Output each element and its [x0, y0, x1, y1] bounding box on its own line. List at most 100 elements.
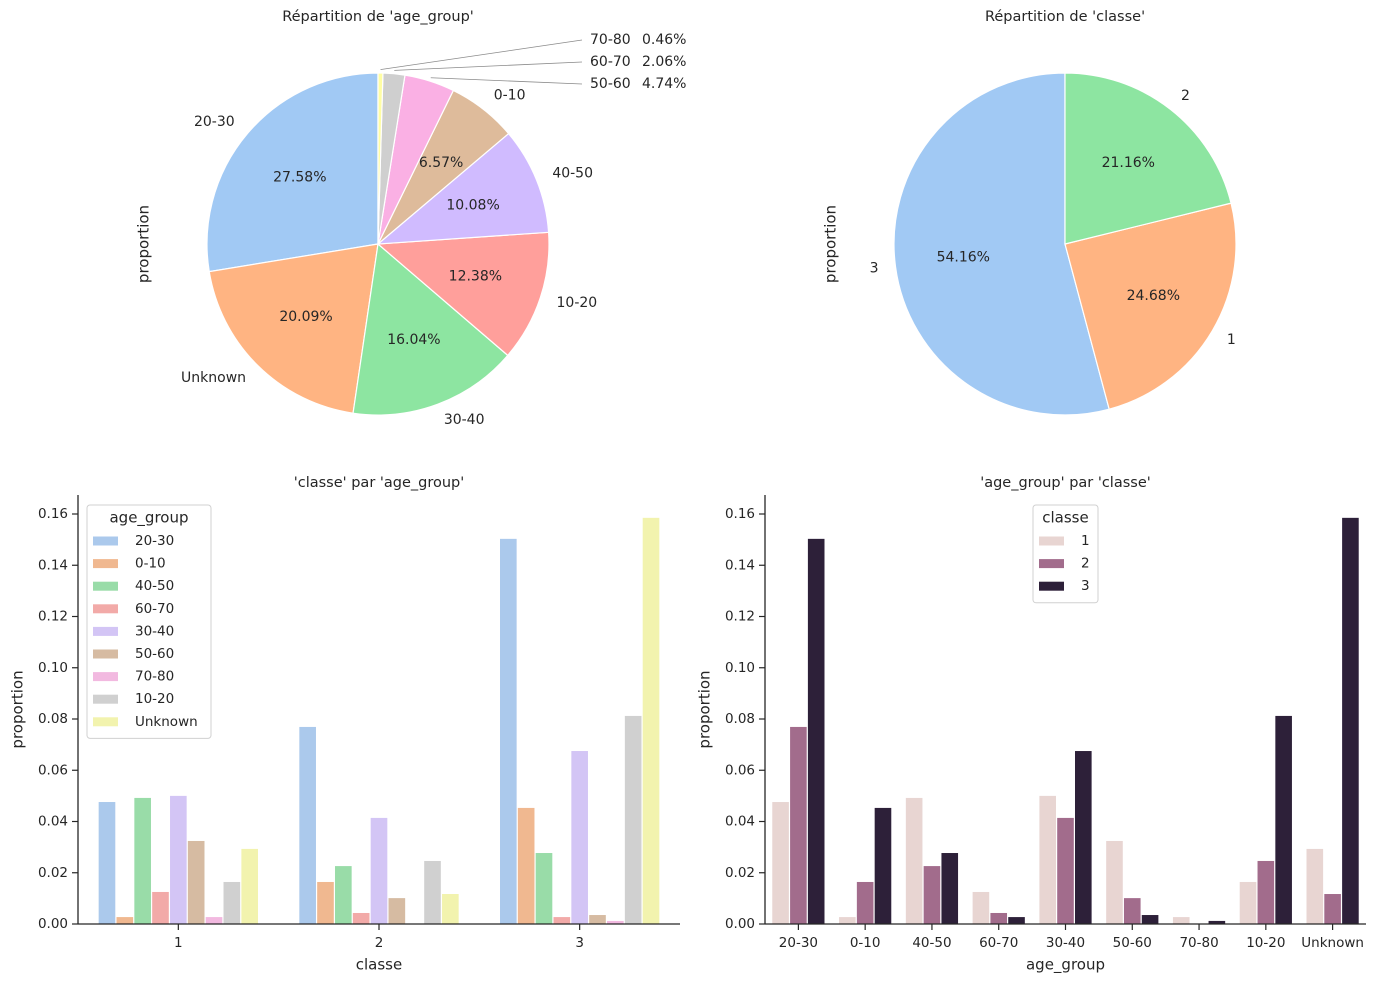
pie-label: 30-40 [444, 412, 485, 428]
y-tick-label: 0.16 [725, 506, 755, 522]
chart-title: 'classe' par 'age_group' [294, 475, 465, 491]
bar [1342, 517, 1359, 924]
x-tick-label: 2 [375, 935, 384, 951]
bar [553, 917, 571, 924]
pie-pct-label: 27.58% [273, 170, 326, 186]
bar-chart-2: 'classe' par 'age_group' 1 2 3 0.00 0.02 0.04 0… [9, 475, 680, 974]
bar [1208, 920, 1226, 924]
pie-leader-line [380, 39, 583, 70]
bar [807, 538, 825, 924]
pie-pct-label: 16.04% [387, 332, 440, 348]
bar [772, 802, 789, 924]
pie-pct-label: 24.68% [1127, 288, 1180, 304]
pie-pct-label: 10.08% [446, 197, 499, 213]
pie-label: 50-60 [590, 76, 631, 92]
bar [1057, 817, 1074, 924]
bar [424, 860, 441, 924]
pie-slice [893, 72, 1110, 416]
bar [1123, 898, 1141, 924]
pie-leader-line [430, 77, 583, 85]
y-tick-label: 0.10 [725, 660, 755, 676]
pie-slice [376, 231, 550, 357]
pie-chart-1: 3 54.16% 1 24.68% 2 21.16% Répartition de 'cla… [822, 9, 1237, 416]
x-tick-label: 3 [575, 935, 584, 951]
y-axis-label: proportion [135, 205, 153, 283]
bar [116, 917, 134, 924]
pie-label: 60-70 [590, 54, 631, 70]
y-tick-label: 0.02 [38, 865, 68, 881]
y-tick-label: 0.08 [725, 711, 755, 727]
x-tick-label: 60-70 [979, 935, 1018, 951]
y-axis-label: proportion [9, 670, 27, 748]
legend-swatch [93, 559, 118, 569]
legend-title: age_group [109, 509, 188, 528]
pie-slice [208, 243, 379, 414]
pie-pct-label: 20.09% [279, 309, 332, 325]
pie-pct-label: 4.74% [642, 76, 686, 92]
pie-label: 40-50 [552, 165, 593, 181]
bar [1239, 881, 1257, 924]
bar [1008, 917, 1025, 924]
pie-leader-line [394, 61, 583, 71]
x-tick-label: 30-40 [1046, 935, 1085, 951]
bar [370, 817, 388, 924]
pie-slice [1064, 202, 1237, 410]
legend-swatch [1039, 581, 1064, 591]
bar [1039, 795, 1056, 924]
y-axis-label: proportion [696, 670, 714, 748]
chart-title: Répartition de 'age_group' [282, 9, 474, 25]
bar [442, 894, 459, 924]
bar [152, 891, 169, 924]
legend-box [1032, 504, 1099, 604]
pie-slice [352, 242, 509, 416]
y-tick-label: 0.10 [38, 660, 68, 676]
pie-slice [376, 132, 550, 245]
bar [205, 917, 223, 924]
legend-swatch [1039, 536, 1064, 546]
bar [790, 726, 807, 924]
pie-label: 3 [870, 261, 879, 277]
bar [642, 517, 660, 924]
bar [500, 538, 517, 924]
y-tick-label: 0.04 [725, 814, 755, 830]
bar [98, 802, 116, 924]
y-tick-label: 0.00 [38, 916, 68, 932]
y-tick-label: 0.16 [38, 506, 68, 522]
y-tick-label: 0.02 [725, 865, 755, 881]
bar [624, 715, 642, 924]
bar [571, 751, 588, 924]
bar [535, 853, 553, 924]
bar [941, 853, 959, 924]
legend-swatch [1039, 559, 1064, 569]
bar [856, 881, 874, 924]
y-tick-label: 0.08 [38, 711, 68, 727]
pie-pct-label: 0.46% [642, 32, 686, 48]
legend-swatch [93, 717, 118, 727]
legend-label: 3 [1081, 578, 1090, 594]
y-tick-label: 0.14 [38, 557, 68, 573]
y-tick-label: 0.06 [725, 762, 755, 778]
x-tick-label: 10-20 [1246, 935, 1285, 951]
legend-title: classe [1042, 509, 1088, 527]
bar [589, 915, 606, 924]
legend-label: 70-80 [135, 669, 174, 685]
bar [839, 917, 856, 924]
legend-swatch [93, 581, 118, 591]
chart-title: Répartition de 'classe' [985, 9, 1145, 25]
pie-slice [206, 72, 379, 273]
y-tick-label: 0.00 [725, 916, 755, 932]
bar [299, 726, 316, 924]
x-tick-label: 0-10 [850, 935, 881, 951]
bar [1106, 840, 1123, 924]
pie-pct-label: 12.38% [449, 268, 502, 284]
bar [874, 807, 892, 924]
pie-pct-label: 21.16% [1102, 155, 1155, 171]
pie-label: 20-30 [194, 114, 235, 130]
legend-label: 2 [1081, 556, 1090, 572]
bar [1141, 915, 1159, 924]
x-tick-label: 20-30 [779, 935, 818, 951]
pie-label: Unknown [181, 370, 246, 386]
legend-label: 20-30 [135, 533, 174, 549]
x-axis-label: age_group [1026, 956, 1105, 975]
bar-chart-3: 'age_group' par 'classe' 20-30 0-10 40-50 60… [696, 475, 1366, 975]
